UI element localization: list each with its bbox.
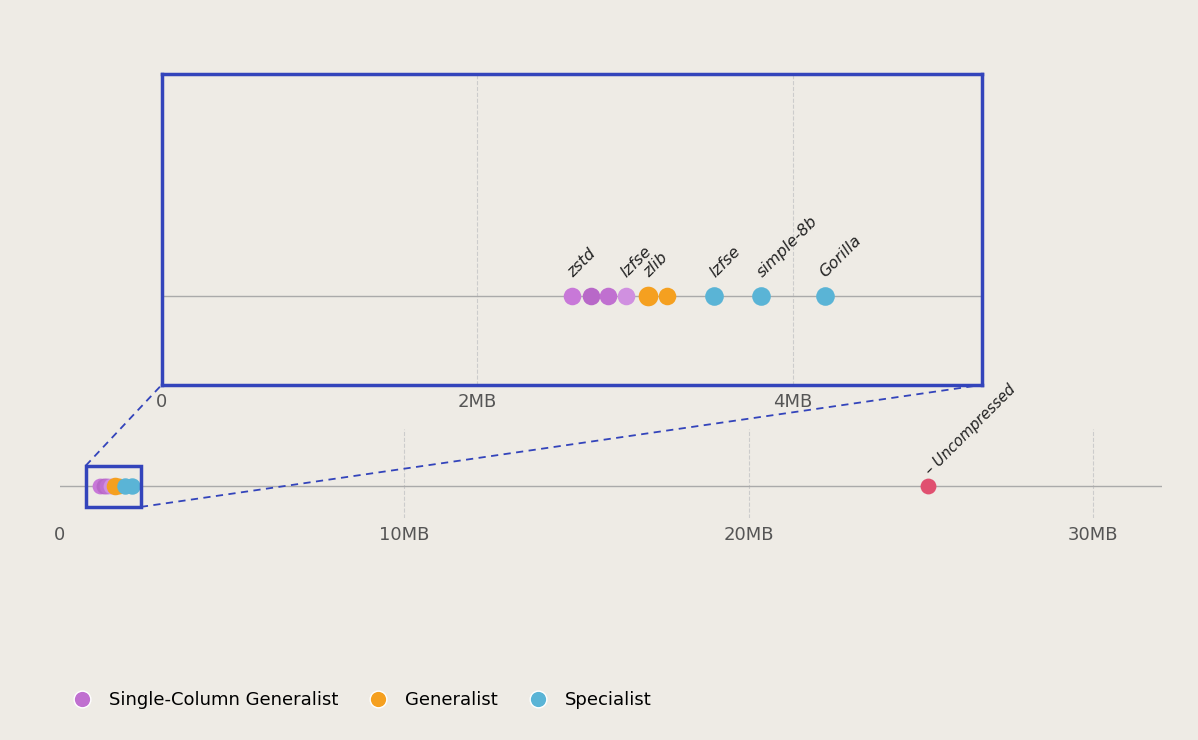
Point	[704, 290, 724, 302]
Point	[102, 480, 121, 492]
Text: Gorilla: Gorilla	[817, 232, 865, 280]
Point	[122, 480, 141, 492]
Text: lzfse: lzfse	[618, 243, 655, 280]
Point	[919, 480, 938, 492]
Point	[752, 290, 772, 302]
Point	[109, 480, 128, 492]
Text: simple-8b: simple-8b	[754, 214, 821, 280]
Point	[639, 290, 658, 302]
Point	[658, 290, 677, 302]
Point	[581, 290, 600, 302]
Text: zstd: zstd	[564, 246, 599, 280]
Point	[98, 480, 117, 492]
Text: – Uncompressed: – Uncompressed	[922, 382, 1018, 478]
Point	[616, 290, 635, 302]
Point	[90, 480, 109, 492]
Point	[815, 290, 834, 302]
Text: lzfse: lzfse	[707, 243, 743, 280]
Point	[115, 480, 134, 492]
Legend: Single-Column Generalist, Generalist, Specialist: Single-Column Generalist, Generalist, Sp…	[58, 684, 659, 716]
Point	[105, 480, 125, 492]
Point	[563, 290, 582, 302]
Point	[599, 290, 618, 302]
Point	[95, 480, 114, 492]
Text: zlib: zlib	[641, 250, 671, 280]
